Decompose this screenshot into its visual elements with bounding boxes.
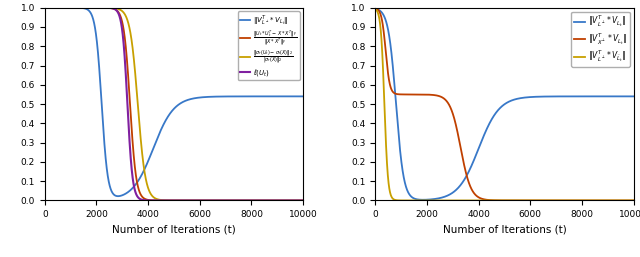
X-axis label: Number of Iterations (t): Number of Iterations (t) bbox=[112, 225, 236, 235]
Legend: $\|V_{L^\perp}^T * V_{L_t}\|$, $\|V_{X^\perp}^T * V_{L_t}\|$, $\|V_{L^\perp}^T *: $\|V_{L^\perp}^T * V_{L_t}\|$, $\|V_{X^\… bbox=[572, 12, 630, 67]
X-axis label: Number of Iterations (t): Number of Iterations (t) bbox=[443, 225, 566, 235]
Legend: $\|V_{L^\perp}^T * V_{L_t}\|$, $\frac{\|U_t*U_t^T - X*X^T\|_F}{\|X*X^T\|_F}$, $\: $\|V_{L^\perp}^T * V_{L_t}\|$, $\frac{\|… bbox=[238, 11, 300, 80]
